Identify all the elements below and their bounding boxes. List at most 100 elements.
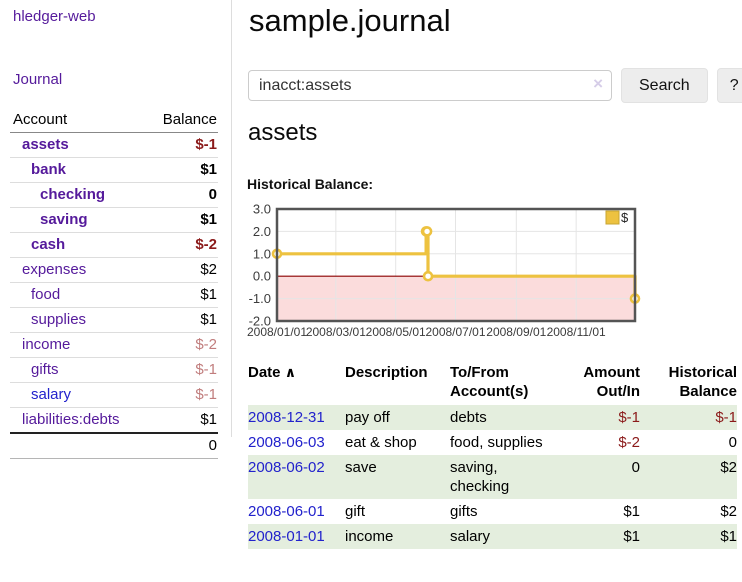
account-link-assets[interactable]: assets bbox=[22, 136, 69, 153]
search-input[interactable] bbox=[248, 70, 612, 101]
transaction-amount: $1 bbox=[623, 503, 640, 520]
account-link-food[interactable]: food bbox=[31, 286, 61, 303]
col-header-tofrom-line2: Account(s) bbox=[450, 383, 529, 400]
search-input-wrap: × bbox=[248, 68, 612, 103]
search-button[interactable]: Search bbox=[621, 68, 708, 103]
account-balance: 0 bbox=[145, 182, 218, 208]
account-row: liabilities:debts $1 bbox=[10, 407, 218, 433]
account-name-cell: salary bbox=[10, 382, 146, 408]
account-link-saving[interactable]: saving bbox=[40, 211, 88, 228]
transaction-row[interactable]: 2008-12-31 pay off debts $-1 $-1 bbox=[248, 405, 737, 430]
transaction-balance: 0 bbox=[728, 434, 737, 451]
account-name-cell: cash bbox=[10, 232, 146, 258]
transaction-balance: $2 bbox=[720, 503, 737, 520]
account-link-expenses[interactable]: expenses bbox=[22, 261, 87, 278]
data-point-marker bbox=[422, 270, 434, 282]
account-row: food $1 bbox=[10, 282, 218, 308]
accounts-total-row: 0 bbox=[10, 432, 218, 459]
accounts-total-value: 0 bbox=[145, 432, 218, 459]
transaction-accounts: debts bbox=[450, 409, 487, 426]
account-name-cell: gifts bbox=[10, 357, 146, 383]
account-name-cell: assets bbox=[10, 132, 146, 158]
transaction-description: income bbox=[345, 528, 394, 545]
col-header-amount: Amount Out/In bbox=[550, 361, 640, 405]
transaction-date-cell: 2008-06-01 bbox=[248, 499, 345, 524]
sidebar-item-journal[interactable]: Journal bbox=[13, 71, 63, 88]
accounts-total-spacer bbox=[10, 432, 146, 459]
legend-swatch bbox=[605, 210, 620, 225]
app-brand-link[interactable]: hledger-web bbox=[13, 8, 96, 25]
account-balance: $-1 bbox=[145, 382, 218, 408]
account-link-salary[interactable]: salary bbox=[31, 386, 72, 403]
transaction-row[interactable]: 2008-06-01 gift gifts $1 $2 bbox=[248, 499, 737, 524]
account-row: checking 0 bbox=[10, 182, 218, 208]
account-name-cell: bank bbox=[10, 157, 146, 183]
x-tick-label: 2008/07/01 bbox=[425, 325, 485, 339]
col-header-amount-line2: Out/In bbox=[596, 383, 640, 400]
transaction-date-cell: 2008-06-03 bbox=[248, 430, 345, 455]
account-name-cell: saving bbox=[10, 207, 146, 233]
y-tick-label: -2.0 bbox=[249, 314, 271, 329]
account-row: income $-2 bbox=[10, 332, 218, 358]
y-tick-label: -1.0 bbox=[249, 291, 271, 306]
x-tick-label: 2008/01/01 bbox=[247, 325, 307, 339]
col-header-description: Description bbox=[345, 364, 428, 381]
help-button[interactable]: ? bbox=[716, 68, 742, 103]
account-balance: $-1 bbox=[145, 132, 218, 158]
account-balance: $1 bbox=[145, 282, 218, 308]
transaction-date-link[interactable]: 2008-12-31 bbox=[248, 409, 325, 426]
transaction-date-cell: 2008-01-01 bbox=[248, 524, 345, 549]
col-header-tofrom-line1: To/From bbox=[450, 364, 509, 381]
y-tick-label: 3.0 bbox=[253, 202, 271, 217]
account-balance: $-2 bbox=[145, 232, 218, 258]
account-balance: $-1 bbox=[145, 357, 218, 383]
col-header-date[interactable]: Date ∧ bbox=[248, 361, 345, 405]
transaction-amount: $-1 bbox=[618, 409, 640, 426]
transaction-date-link[interactable]: 2008-01-01 bbox=[248, 528, 325, 545]
account-link-income[interactable]: income bbox=[22, 336, 71, 353]
x-tick-label: 2008/03/01 bbox=[306, 325, 366, 339]
transactions-table: Date ∧ Description To/From Account(s) Am… bbox=[248, 361, 737, 549]
transaction-amount: 0 bbox=[631, 459, 640, 476]
transaction-description: gift bbox=[345, 503, 366, 520]
account-heading: assets bbox=[248, 119, 318, 146]
transaction-description: pay off bbox=[345, 409, 390, 426]
account-link-liabilities-debts[interactable]: liabilities:debts bbox=[22, 411, 120, 428]
x-tick-label: 2008/09/01 bbox=[486, 325, 546, 339]
chart-title: Historical Balance: bbox=[247, 176, 374, 192]
data-point-marker bbox=[421, 226, 433, 237]
transaction-accounts: food, supplies bbox=[450, 434, 543, 451]
transaction-date-link[interactable]: 2008-06-03 bbox=[248, 434, 325, 451]
account-name-cell: expenses bbox=[10, 257, 146, 283]
account-name-cell: income bbox=[10, 332, 146, 358]
clear-search-icon[interactable]: × bbox=[593, 74, 603, 93]
chart-border bbox=[275, 207, 637, 323]
accounts-table: Account Balance assets $-1 bank $1 checking 0… bbox=[10, 108, 218, 459]
transaction-balance: $2 bbox=[720, 459, 737, 476]
account-link-gifts[interactable]: gifts bbox=[31, 361, 59, 378]
col-header-balance-line2: Balance bbox=[679, 383, 737, 400]
transaction-balance: $1 bbox=[720, 528, 737, 545]
transaction-row[interactable]: 2008-01-01 income salary $1 $1 bbox=[248, 524, 737, 549]
transaction-date-link[interactable]: 2008-06-01 bbox=[248, 503, 325, 520]
transaction-description: save bbox=[345, 459, 377, 476]
transaction-date-cell: 2008-12-31 bbox=[248, 405, 345, 430]
transaction-date-link[interactable]: 2008-06-02 bbox=[248, 459, 325, 476]
transaction-accounts: salary bbox=[450, 528, 491, 545]
y-tick-label: 2.0 bbox=[253, 224, 271, 239]
account-link-bank[interactable]: bank bbox=[31, 161, 67, 178]
transaction-description: eat & shop bbox=[345, 434, 417, 451]
x-tick-label: 2008/05/01 bbox=[366, 325, 426, 339]
account-link-checking[interactable]: checking bbox=[40, 186, 106, 203]
account-name-cell: liabilities:debts bbox=[10, 407, 146, 433]
account-link-cash[interactable]: cash bbox=[31, 236, 66, 253]
col-header-amount-line1: Amount bbox=[583, 364, 640, 381]
account-row: expenses $2 bbox=[10, 257, 218, 283]
transaction-row[interactable]: 2008-06-02 save saving, checking 0 $2 bbox=[248, 455, 737, 499]
account-name-cell: supplies bbox=[10, 307, 146, 333]
account-row: saving $1 bbox=[10, 207, 218, 233]
transactions-header-row: Date ∧ Description To/From Account(s) Am… bbox=[248, 361, 737, 405]
transaction-row[interactable]: 2008-06-03 eat & shop food, supplies $-2 0 bbox=[248, 430, 737, 455]
account-link-supplies[interactable]: supplies bbox=[31, 311, 87, 328]
